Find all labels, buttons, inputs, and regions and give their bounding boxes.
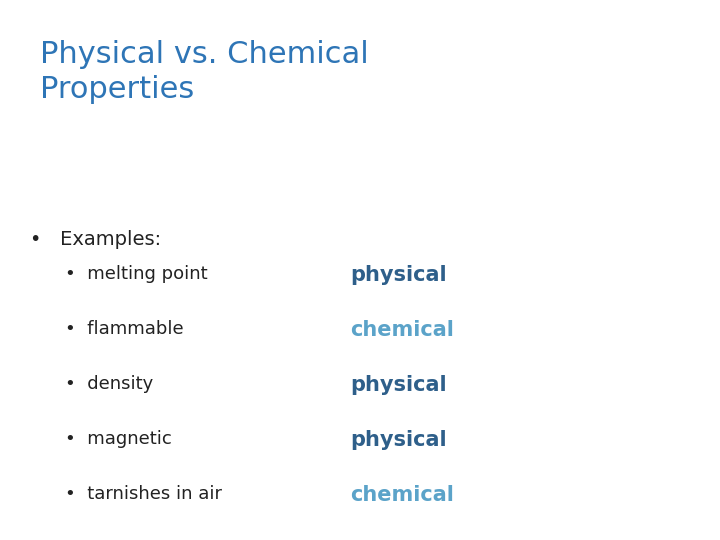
Text: Physical vs. Chemical
Properties: Physical vs. Chemical Properties [40,40,369,104]
Text: chemical: chemical [350,485,454,505]
Text: •  tarnishes in air: • tarnishes in air [65,485,222,503]
Text: physical: physical [350,375,446,395]
Text: physical: physical [350,265,446,285]
Text: chemical: chemical [350,320,454,340]
Text: •  magnetic: • magnetic [65,430,172,448]
Text: •  melting point: • melting point [65,265,207,283]
Text: physical: physical [350,430,446,450]
Text: •   Examples:: • Examples: [30,230,161,249]
Text: •  density: • density [65,375,153,393]
Text: •  flammable: • flammable [65,320,184,338]
